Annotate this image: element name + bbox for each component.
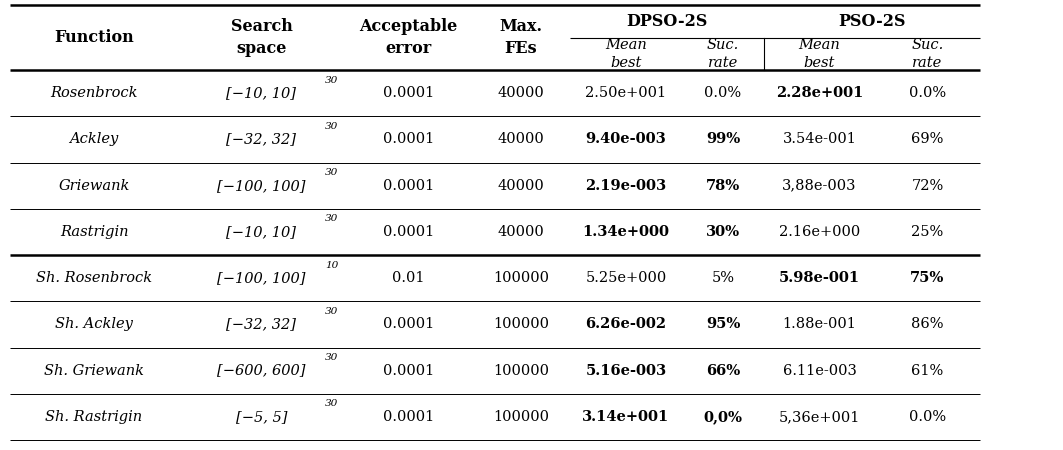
- Text: 69%: 69%: [911, 132, 944, 146]
- Text: 100000: 100000: [493, 317, 549, 331]
- Text: 40000: 40000: [497, 86, 544, 100]
- Text: 66%: 66%: [706, 364, 740, 378]
- Text: 0.01: 0.01: [392, 271, 425, 285]
- Text: 30: 30: [325, 307, 338, 316]
- Text: Griewank: Griewank: [58, 179, 130, 193]
- Text: 40000: 40000: [497, 132, 544, 146]
- Text: [−10, 10]: [−10, 10]: [226, 225, 297, 239]
- Text: 1.34e+000: 1.34e+000: [583, 225, 670, 239]
- Text: 3,88e-003: 3,88e-003: [782, 179, 857, 193]
- Text: [−5, 5]: [−5, 5]: [236, 410, 287, 424]
- Text: 0.0001: 0.0001: [383, 317, 434, 331]
- Text: 61%: 61%: [911, 364, 944, 378]
- Text: [−100, 100]: [−100, 100]: [217, 271, 306, 285]
- Text: 0.0001: 0.0001: [383, 132, 434, 146]
- Text: 40000: 40000: [497, 225, 544, 239]
- Text: 30: 30: [325, 122, 338, 131]
- Text: Function: Function: [54, 29, 134, 46]
- Text: Sh. Ackley: Sh. Ackley: [55, 317, 133, 331]
- Text: 2.50e+001: 2.50e+001: [586, 86, 667, 100]
- Text: 100000: 100000: [493, 410, 549, 424]
- Text: [−32, 32]: [−32, 32]: [226, 317, 297, 331]
- Text: 2.16e+000: 2.16e+000: [779, 225, 860, 239]
- Text: 0.0001: 0.0001: [383, 410, 434, 424]
- Text: 30: 30: [325, 400, 338, 409]
- Text: Max.
FEs: Max. FEs: [500, 18, 542, 57]
- Text: 0.0001: 0.0001: [383, 179, 434, 193]
- Text: 30: 30: [325, 168, 338, 177]
- Text: Search
space: Search space: [231, 18, 292, 57]
- Text: 75%: 75%: [910, 271, 945, 285]
- Text: 25%: 25%: [911, 225, 944, 239]
- Text: Sh. Rosenbrock: Sh. Rosenbrock: [36, 271, 152, 285]
- Text: 72%: 72%: [911, 179, 944, 193]
- Text: 1.88e-001: 1.88e-001: [782, 317, 857, 331]
- Text: Suc.
rate: Suc. rate: [707, 38, 739, 70]
- Text: 2.28e+001: 2.28e+001: [776, 86, 863, 100]
- Text: Rastrigin: Rastrigin: [60, 225, 129, 239]
- Text: 5%: 5%: [711, 271, 735, 285]
- Text: [−10, 10]: [−10, 10]: [226, 86, 297, 100]
- Text: Sh. Griewank: Sh. Griewank: [44, 364, 144, 378]
- Text: 9.40e-003: 9.40e-003: [586, 132, 667, 146]
- Text: 0,0%: 0,0%: [704, 410, 742, 424]
- Text: 3.54e-001: 3.54e-001: [782, 132, 857, 146]
- Text: 5.98e-001: 5.98e-001: [779, 271, 860, 285]
- Text: 10: 10: [325, 261, 338, 270]
- Text: 30: 30: [325, 76, 338, 85]
- Text: 0.0%: 0.0%: [705, 86, 742, 100]
- Text: 0.0001: 0.0001: [383, 86, 434, 100]
- Text: 6.26e-002: 6.26e-002: [586, 317, 667, 331]
- Text: Rosenbrock: Rosenbrock: [50, 86, 138, 100]
- Text: [−32, 32]: [−32, 32]: [226, 132, 297, 146]
- Text: Ackley: Ackley: [69, 132, 119, 146]
- Text: 30: 30: [325, 215, 338, 224]
- Text: 2.19e-003: 2.19e-003: [586, 179, 667, 193]
- Text: Mean
best: Mean best: [605, 38, 647, 70]
- Text: 0.0001: 0.0001: [383, 364, 434, 378]
- Text: [−600, 600]: [−600, 600]: [217, 364, 306, 378]
- Text: 30%: 30%: [706, 225, 740, 239]
- Text: 100000: 100000: [493, 364, 549, 378]
- Text: 100000: 100000: [493, 271, 549, 285]
- Text: 3.14e+001: 3.14e+001: [583, 410, 670, 424]
- Text: 5.16e-003: 5.16e-003: [586, 364, 667, 378]
- Text: Suc.
rate: Suc. rate: [911, 38, 944, 70]
- Text: DPSO-2S: DPSO-2S: [626, 13, 708, 30]
- Text: 0.0%: 0.0%: [909, 410, 946, 424]
- Text: Mean
best: Mean best: [798, 38, 841, 70]
- Text: PSO-2S: PSO-2S: [839, 13, 906, 30]
- Text: 86%: 86%: [911, 317, 944, 331]
- Text: 0.0%: 0.0%: [909, 86, 946, 100]
- Text: 5,36e+001: 5,36e+001: [779, 410, 860, 424]
- Text: Acceptable
error: Acceptable error: [359, 18, 458, 57]
- Text: 30: 30: [325, 353, 338, 362]
- Text: 40000: 40000: [497, 179, 544, 193]
- Text: 0.0001: 0.0001: [383, 225, 434, 239]
- Text: 6.11e-003: 6.11e-003: [782, 364, 857, 378]
- Text: 95%: 95%: [706, 317, 740, 331]
- Text: 99%: 99%: [706, 132, 740, 146]
- Text: 5.25e+000: 5.25e+000: [586, 271, 667, 285]
- Text: Sh. Rastrigin: Sh. Rastrigin: [46, 410, 142, 424]
- Text: [−100, 100]: [−100, 100]: [217, 179, 306, 193]
- Text: 78%: 78%: [706, 179, 740, 193]
